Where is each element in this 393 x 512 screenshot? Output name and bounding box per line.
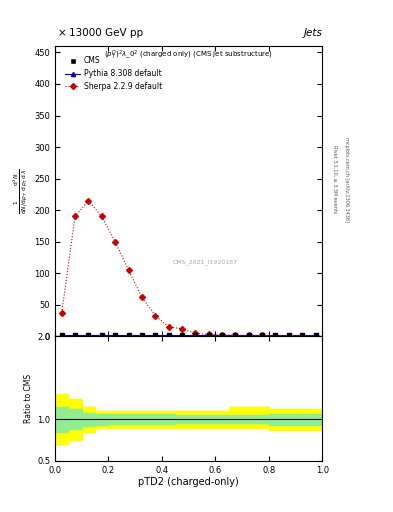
X-axis label: pTD2 (charged-only): pTD2 (charged-only) (138, 477, 239, 487)
Text: CMS_2021_I1920187: CMS_2021_I1920187 (172, 260, 237, 266)
Y-axis label: Ratio to CMS: Ratio to CMS (24, 374, 33, 423)
Text: $\times$: $\times$ (57, 28, 66, 38)
Text: $(p_T^D)^2\lambda\_0^2$ (charged only) (CMS jet substructure): $(p_T^D)^2\lambda\_0^2$ (charged only) (… (104, 49, 273, 62)
Y-axis label: $\frac{1}{\mathrm{d}N/\mathrm{d}\,p_T}\,\frac{\mathrm{d}^2N}{\mathrm{d}\,p_T\,\m: $\frac{1}{\mathrm{d}N/\mathrm{d}\,p_T}\,… (12, 168, 30, 214)
Text: 13000 GeV pp: 13000 GeV pp (69, 28, 143, 38)
Legend: CMS, Pythia 8.308 default, Sherpa 2.2.9 default: CMS, Pythia 8.308 default, Sherpa 2.2.9 … (62, 53, 165, 94)
Text: Rivet 3.1.10, ≥ 3.3M events: Rivet 3.1.10, ≥ 3.3M events (332, 145, 337, 214)
Text: Jets: Jets (303, 28, 322, 38)
Text: mcplots.cern.ch [arXiv:1306.3436]: mcplots.cern.ch [arXiv:1306.3436] (344, 137, 349, 222)
